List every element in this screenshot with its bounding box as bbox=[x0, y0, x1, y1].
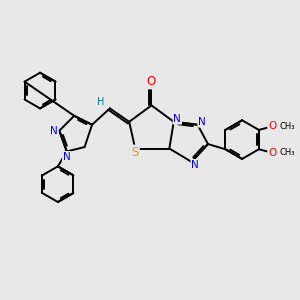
Text: O: O bbox=[268, 148, 276, 158]
Text: N: N bbox=[63, 152, 71, 162]
Text: CH₃: CH₃ bbox=[279, 122, 295, 131]
Text: N: N bbox=[173, 114, 181, 124]
Text: O: O bbox=[268, 122, 276, 131]
Text: S: S bbox=[131, 146, 139, 159]
Text: H: H bbox=[97, 98, 105, 107]
Text: N: N bbox=[50, 126, 58, 136]
Text: N: N bbox=[198, 117, 206, 127]
Text: CH₃: CH₃ bbox=[279, 148, 295, 157]
Text: O: O bbox=[147, 75, 156, 88]
Text: N: N bbox=[191, 160, 199, 170]
